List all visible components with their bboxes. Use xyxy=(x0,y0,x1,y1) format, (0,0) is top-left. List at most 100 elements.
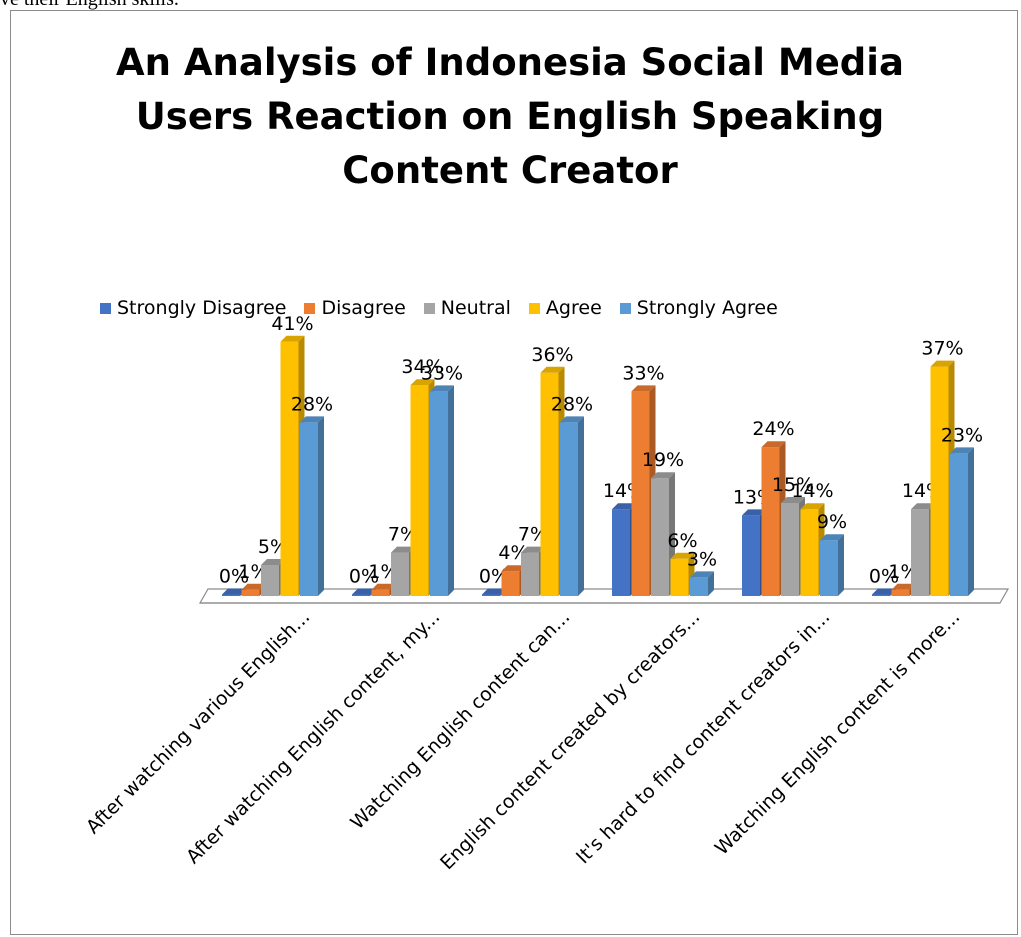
data-label-neutral-4: 19% xyxy=(642,449,684,471)
bar-strongly-agree-1 xyxy=(300,422,318,596)
legend-swatch-strongly-disagree xyxy=(100,302,111,314)
data-label-disagree-5: 24% xyxy=(752,418,794,440)
bar-side-strongly-agree-6 xyxy=(968,447,974,596)
bar-top-strongly-disagree-6 xyxy=(872,588,896,595)
category-label-3: Watching English content can... xyxy=(346,606,574,834)
chart-frame xyxy=(10,10,1018,935)
bar-top-neutral-3 xyxy=(521,546,545,553)
bar-disagree-3 xyxy=(501,571,520,596)
bar-top-strongly-agree-5 xyxy=(820,534,844,541)
data-label-agree-2: 34% xyxy=(401,356,443,378)
category-label-2: After watching English content, my... xyxy=(182,606,444,868)
data-label-agree-6: 37% xyxy=(921,338,963,360)
bar-disagree-1 xyxy=(241,589,260,596)
legend-swatch-strongly-agree xyxy=(619,302,631,314)
bar-neutral-6 xyxy=(911,509,929,596)
data-label-disagree-4: 33% xyxy=(622,362,664,384)
bar-top-strongly-agree-2 xyxy=(430,385,454,392)
data-label-strongly-agree-4: 3% xyxy=(687,548,717,570)
bar-disagree-2 xyxy=(371,589,390,596)
bar-strongly-agree-5 xyxy=(820,540,838,596)
legend-item-disagree: Disagree xyxy=(304,297,406,319)
bar-top-strongly-disagree-5 xyxy=(742,509,766,516)
category-label-5: It's hard to find content creators in... xyxy=(572,606,834,868)
bar-top-strongly-agree-4 xyxy=(690,571,714,578)
data-label-agree-4: 6% xyxy=(667,530,697,552)
bar-neutral-3 xyxy=(521,552,539,596)
bar-strongly-disagree-5 xyxy=(742,515,760,596)
bar-top-agree-6 xyxy=(930,360,955,367)
bar-side-strongly-agree-1 xyxy=(318,416,324,596)
bar-top-strongly-disagree-2 xyxy=(352,588,376,595)
legend-item-strongly-agree: Strongly Agree xyxy=(619,297,778,319)
category-label-4: English content created by creators... xyxy=(436,606,704,874)
bar-agree-5 xyxy=(800,509,819,596)
legend-label-strongly-disagree: Strongly Disagree xyxy=(117,297,287,319)
legend-label-agree: Agree xyxy=(545,297,602,319)
bar-strongly-disagree-2 xyxy=(352,594,370,596)
bar-neutral-4 xyxy=(651,478,669,596)
legend-item-agree: Agree xyxy=(528,297,602,319)
data-label-strongly-agree-2: 33% xyxy=(421,362,463,384)
bar-disagree-5 xyxy=(761,447,780,596)
bar-strongly-agree-6 xyxy=(950,453,968,596)
bar-top-agree-2 xyxy=(410,379,435,386)
bar-top-strongly-agree-1 xyxy=(300,416,324,423)
bar-top-disagree-5 xyxy=(761,441,786,448)
document-caption-text: ve their English skills. xyxy=(0,0,1021,11)
bar-neutral-5 xyxy=(781,503,799,596)
data-label-strongly-agree-5: 9% xyxy=(817,511,847,533)
bar-disagree-4 xyxy=(631,391,650,596)
data-label-strongly-disagree-6: 0% xyxy=(869,566,899,588)
data-label-strongly-disagree-2: 0% xyxy=(349,566,379,588)
bar-agree-4 xyxy=(670,558,689,596)
legend-swatch-agree xyxy=(528,302,540,314)
data-label-neutral-5: 15% xyxy=(772,474,814,496)
data-label-strongly-agree-6: 23% xyxy=(941,424,983,446)
bar-top-strongly-disagree-1 xyxy=(222,588,246,595)
bar-top-disagree-3 xyxy=(501,565,526,572)
category-label-6: Watching English content is more... xyxy=(711,606,965,860)
legend-label-disagree: Disagree xyxy=(321,297,406,319)
bar-top-neutral-2 xyxy=(391,546,415,553)
bar-strongly-disagree-1 xyxy=(222,594,240,596)
bar-agree-1 xyxy=(280,341,299,596)
data-label-strongly-agree-3: 28% xyxy=(551,393,593,415)
bar-top-agree-4 xyxy=(670,552,695,559)
bar-top-disagree-1 xyxy=(241,583,266,590)
bar-side-strongly-agree-3 xyxy=(578,416,584,596)
legend-swatch-disagree xyxy=(304,302,316,314)
bar-top-neutral-6 xyxy=(911,503,935,510)
bar-top-disagree-4 xyxy=(631,385,656,392)
bar-side-strongly-agree-4 xyxy=(708,571,714,596)
data-label-agree-3: 36% xyxy=(531,344,573,366)
chart-legend: Strongly Disagree Disagree Neutral Agree… xyxy=(100,294,796,322)
bar-top-strongly-disagree-4 xyxy=(612,503,636,510)
bar-top-strongly-agree-3 xyxy=(560,416,584,423)
bar-top-neutral-5 xyxy=(781,497,805,503)
data-label-strongly-agree-1: 28% xyxy=(291,393,333,415)
legend-item-strongly-disagree: Strongly Disagree xyxy=(100,297,286,319)
bar-top-strongly-agree-6 xyxy=(950,447,974,454)
bar-agree-6 xyxy=(930,366,949,596)
bar-top-disagree-2 xyxy=(371,583,396,590)
bar-strongly-agree-4 xyxy=(690,577,708,596)
bar-top-strongly-disagree-3 xyxy=(482,588,506,595)
bar-disagree-6 xyxy=(891,589,910,596)
bar-top-neutral-1 xyxy=(261,559,285,565)
category-label-1: After watching various English... xyxy=(82,606,314,838)
legend-label-strongly-agree: Strongly Agree xyxy=(636,297,778,319)
legend-item-neutral: Neutral xyxy=(423,297,511,319)
bar-strongly-disagree-3 xyxy=(482,594,500,596)
data-label-agree-5: 14% xyxy=(791,480,833,502)
bar-neutral-1 xyxy=(261,565,279,596)
bar-top-disagree-6 xyxy=(891,583,916,590)
chart-title-line-2: Users Reaction on English Speaking xyxy=(135,95,885,138)
bar-top-agree-3 xyxy=(540,366,565,373)
bar-top-agree-5 xyxy=(800,503,825,510)
bar-strongly-disagree-6 xyxy=(872,594,890,596)
bar-strongly-disagree-4 xyxy=(612,509,630,596)
chart-title: An Analysis of Indonesia Social Media Us… xyxy=(20,36,1000,198)
data-label-agree-1: 41% xyxy=(271,313,313,335)
